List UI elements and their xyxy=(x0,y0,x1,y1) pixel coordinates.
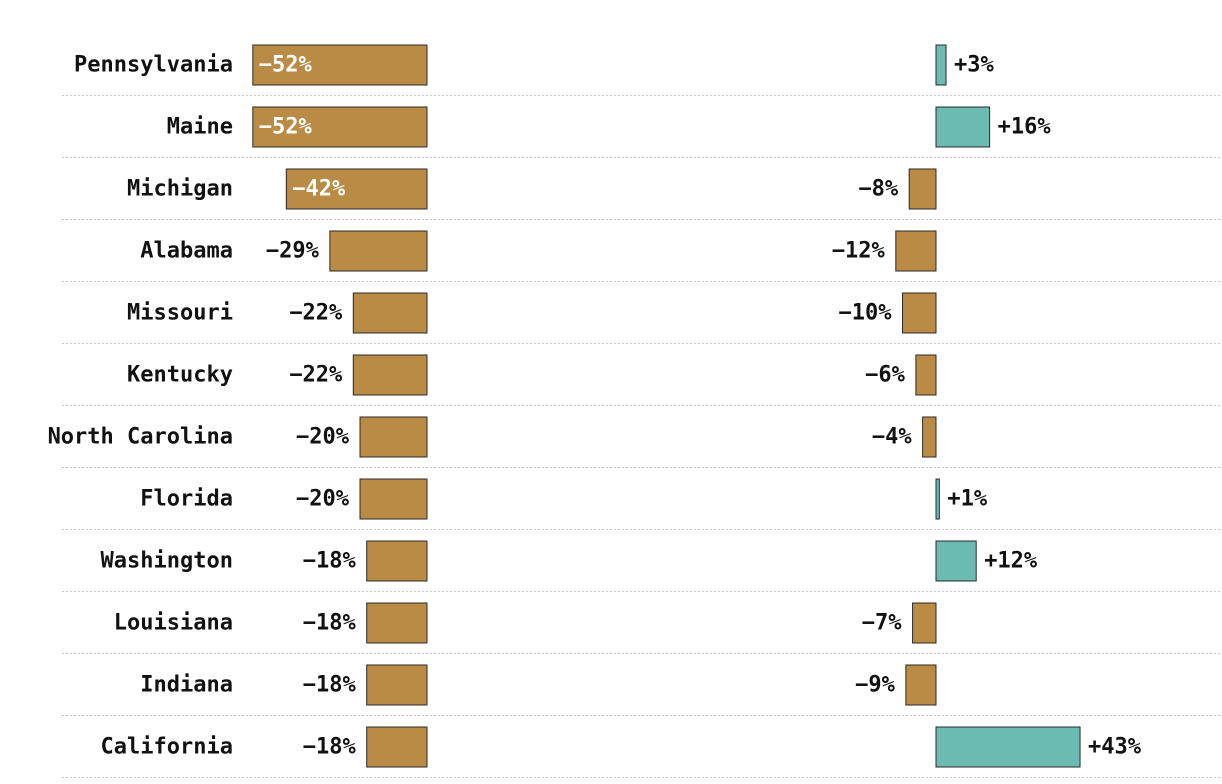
value-label: −20% xyxy=(296,487,350,512)
value-label: −9% xyxy=(855,673,895,698)
bar xyxy=(895,230,937,272)
category-label: Louisiana xyxy=(114,611,233,636)
value-label: −18% xyxy=(303,549,357,574)
value-label: −42% xyxy=(292,177,346,202)
value-label: −6% xyxy=(865,363,905,388)
bar xyxy=(366,664,428,706)
bar xyxy=(935,44,947,86)
bar xyxy=(912,602,937,644)
bars xyxy=(252,44,1081,768)
value-label: −4% xyxy=(872,425,912,450)
value-label: −7% xyxy=(862,611,902,636)
category-label: Maine xyxy=(167,115,233,140)
value-label: −52% xyxy=(259,53,313,78)
bar xyxy=(352,292,428,334)
bar xyxy=(366,540,428,582)
category-label: Washington xyxy=(101,549,233,574)
bar xyxy=(935,106,991,148)
state-labels: Pennsylvania Maine Michigan Alabama Missouri… xyxy=(48,53,233,760)
bar xyxy=(359,416,428,458)
value-label: −22% xyxy=(289,363,343,388)
category-label: North Carolina xyxy=(48,425,233,450)
bar xyxy=(902,292,937,334)
category-label: Alabama xyxy=(140,239,233,264)
bar xyxy=(366,726,428,768)
category-label: Pennsylvania xyxy=(74,53,233,78)
value-label: −22% xyxy=(289,301,343,326)
bar xyxy=(935,478,940,520)
bar xyxy=(329,230,428,272)
value-label: +43% xyxy=(1088,735,1142,760)
bar xyxy=(352,354,428,396)
value-labels: −52% +3% −52% +16% −42% −8% −29% −12% −22% −10% −2… xyxy=(259,53,1142,760)
value-label: +16% xyxy=(998,115,1052,140)
row-separators xyxy=(62,95,1220,778)
value-label: −18% xyxy=(303,735,357,760)
bar xyxy=(252,106,428,148)
value-label: +12% xyxy=(984,549,1038,574)
category-label: Missouri xyxy=(127,301,233,326)
bar xyxy=(908,168,937,210)
value-label: −20% xyxy=(296,425,350,450)
bar xyxy=(359,478,428,520)
value-label: −18% xyxy=(303,673,357,698)
value-label: +1% xyxy=(947,487,987,512)
bar xyxy=(252,44,428,86)
bar xyxy=(915,354,937,396)
category-label: Indiana xyxy=(140,673,233,698)
value-label: +3% xyxy=(954,53,994,78)
bar xyxy=(935,540,977,582)
bar xyxy=(935,726,1081,768)
bar xyxy=(905,664,937,706)
category-label: Michigan xyxy=(127,177,233,202)
value-label: −10% xyxy=(839,301,893,326)
category-label: Kentucky xyxy=(127,363,233,388)
bar xyxy=(922,416,937,458)
value-label: −18% xyxy=(303,611,357,636)
bar xyxy=(366,602,428,644)
value-label: −29% xyxy=(266,239,320,264)
value-label: −12% xyxy=(832,239,886,264)
value-label: −52% xyxy=(259,115,313,140)
bar xyxy=(285,168,428,210)
category-label: California xyxy=(101,735,233,760)
value-label: −8% xyxy=(858,177,898,202)
category-label: Florida xyxy=(140,487,233,512)
